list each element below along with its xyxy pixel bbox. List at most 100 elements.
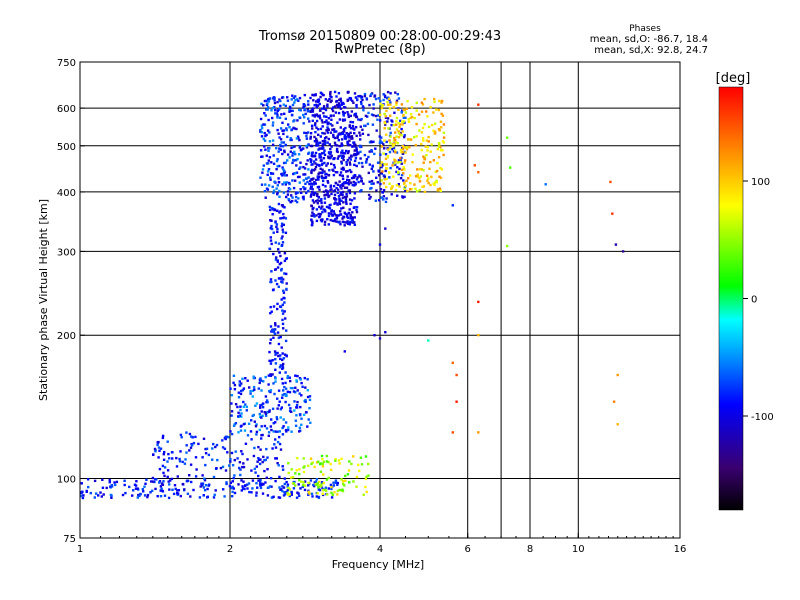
data-point: [324, 98, 327, 101]
data-point: [239, 405, 242, 408]
data-point: [395, 103, 398, 106]
data-point: [275, 416, 278, 419]
data-point: [315, 178, 318, 182]
data-point: [227, 436, 230, 439]
data-point: [264, 412, 268, 415]
data-point: [273, 101, 277, 105]
data-point: [278, 435, 281, 439]
data-point: [204, 447, 207, 451]
data-point: [609, 180, 612, 184]
data-point: [346, 169, 349, 173]
data-point: [249, 389, 252, 393]
data-point: [307, 484, 310, 487]
data-point: [348, 125, 351, 128]
data-point: [282, 425, 285, 428]
data-point: [284, 317, 287, 320]
data-point: [321, 162, 324, 165]
data-point: [257, 457, 260, 460]
data-point: [348, 208, 351, 211]
data-point: [170, 477, 174, 481]
data-point: [185, 431, 188, 434]
data-point: [397, 108, 400, 111]
data-point: [277, 150, 280, 153]
data-point: [612, 400, 616, 403]
data-point: [328, 143, 331, 146]
data-point: [400, 134, 403, 137]
data-point: [167, 452, 170, 456]
data-point: [477, 300, 480, 304]
data-point: [240, 489, 243, 492]
data-point: [359, 150, 362, 153]
data-point: [343, 350, 346, 353]
data-point: [304, 400, 307, 403]
data-point: [395, 170, 398, 174]
data-point: [229, 481, 232, 484]
data-point: [204, 452, 208, 455]
data-point: [241, 485, 244, 488]
data-point: [367, 133, 370, 137]
data-point: [370, 179, 374, 183]
data-point: [304, 173, 307, 176]
data-point: [344, 126, 347, 130]
data-point: [300, 480, 303, 483]
data-point: [276, 128, 279, 132]
data-point: [437, 142, 441, 145]
data-point: [247, 482, 251, 485]
data-point: [334, 218, 337, 221]
data-point: [259, 117, 263, 121]
data-point: [340, 199, 343, 202]
data-point: [277, 342, 281, 346]
data-point: [325, 164, 328, 167]
data-point: [418, 177, 421, 180]
data-point: [283, 150, 286, 154]
data-point: [347, 211, 351, 215]
data-point: [380, 145, 384, 148]
data-point: [282, 418, 285, 421]
data-point: [281, 465, 284, 468]
data-point: [161, 464, 165, 468]
data-point: [302, 122, 305, 125]
data-point: [248, 386, 251, 389]
data-point: [288, 156, 291, 159]
data-point: [93, 496, 96, 499]
data-point: [316, 194, 319, 197]
data-point: [312, 483, 315, 487]
data-point: [282, 278, 285, 281]
data-point: [105, 486, 108, 490]
data-point: [274, 322, 277, 325]
data-point: [315, 142, 318, 145]
data-point: [338, 198, 341, 201]
data-point: [294, 391, 297, 394]
data-point: [397, 97, 401, 100]
data-point: [309, 132, 313, 135]
data-point: [415, 109, 418, 112]
data-point: [440, 112, 443, 116]
data-point: [279, 408, 283, 411]
data-point: [321, 183, 325, 187]
data-point: [397, 171, 400, 174]
data-point: [271, 121, 275, 124]
data-point: [370, 150, 374, 153]
data-point: [212, 496, 216, 499]
data-point: [87, 485, 90, 489]
data-point: [437, 145, 441, 148]
data-point: [400, 127, 403, 131]
data-point: [388, 107, 392, 110]
data-point: [278, 475, 281, 479]
data-point: [188, 449, 191, 452]
data-point: [359, 94, 362, 98]
data-point: [317, 460, 320, 463]
data-point: [259, 458, 262, 461]
data-point: [405, 107, 408, 110]
data-point: [362, 182, 365, 185]
data-point: [221, 439, 224, 442]
data-point: [331, 124, 334, 127]
data-point: [340, 138, 344, 141]
data-point: [157, 440, 160, 444]
data-point: [333, 166, 336, 169]
data-point: [288, 488, 292, 491]
data-point: [346, 142, 349, 145]
data-point: [378, 243, 382, 246]
data-point: [304, 386, 307, 389]
data-point: [367, 474, 370, 477]
